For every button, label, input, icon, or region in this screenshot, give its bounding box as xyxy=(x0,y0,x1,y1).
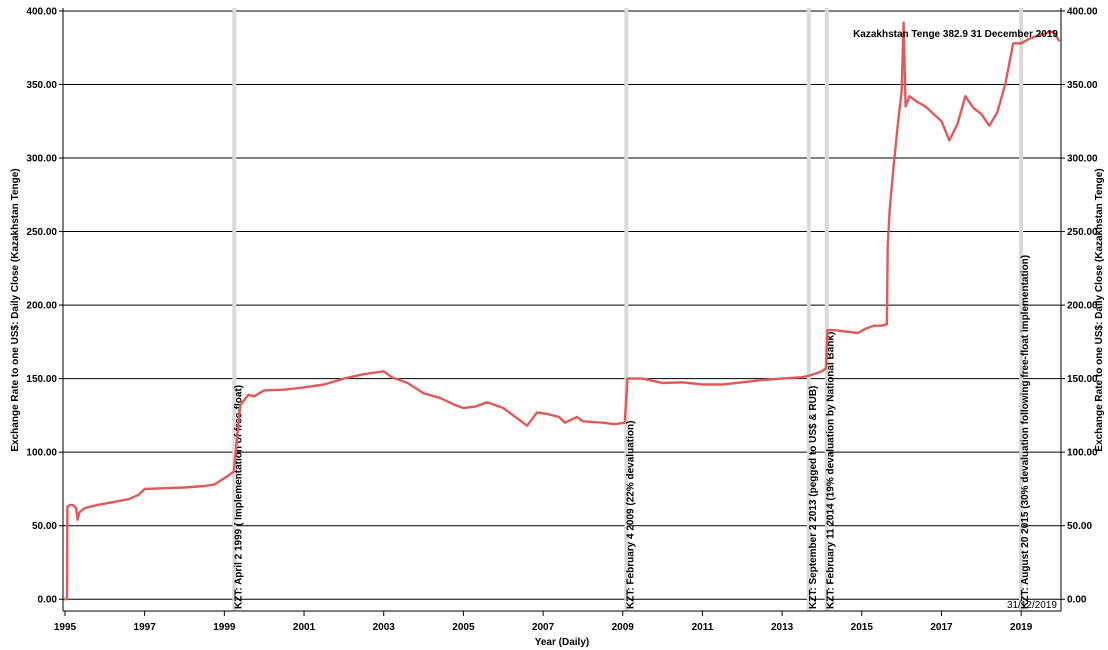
x-tick-label: 2011 xyxy=(692,622,714,633)
x-tick-label: 2013 xyxy=(771,622,794,633)
x-tick-label: 2009 xyxy=(612,622,635,633)
y-axis-right-title: Exchange Rate to one US$: Daily Close (K… xyxy=(1094,168,1105,451)
series-layer xyxy=(63,21,1061,601)
y-tick-label-right: 200.00 xyxy=(1067,301,1098,312)
end-value-annotation: Kazakhstan Tenge 382.9 31 December 2019 xyxy=(853,29,1058,40)
x-tick-label: 2005 xyxy=(452,622,475,633)
x-tick-label: 2001 xyxy=(293,622,316,633)
y-tick-label-right: 300.00 xyxy=(1067,154,1098,165)
x-tick-label: 1997 xyxy=(134,622,157,633)
y-tick-label-left: 150.00 xyxy=(26,374,57,385)
y-tick-label-right: 250.00 xyxy=(1067,227,1098,238)
event-label: KZT: April 2 1999 ( Implementation of fr… xyxy=(233,385,244,609)
event-label: KZT: September 2 2013 (pegged to US$ & R… xyxy=(808,386,819,609)
y-tick-label-right: 350.00 xyxy=(1067,80,1098,91)
end-date-label: 31/12/2019 xyxy=(1007,600,1057,611)
y-tick-label-left: 200.00 xyxy=(26,301,57,312)
y-axis-right-ticks: 0.00 50.00 100.00 150.00 200.00 250.00 300.00 3… xyxy=(1061,6,1098,606)
y-tick-label-left: 50.00 xyxy=(32,521,57,532)
x-tick-label: 2007 xyxy=(532,622,555,633)
x-axis-title: Year (Daily) xyxy=(535,637,589,648)
y-tick-label-right: 0.00 xyxy=(1067,595,1087,606)
x-tick-label: 2019 xyxy=(1010,622,1033,633)
y-tick-label-left: 300.00 xyxy=(26,154,57,165)
y-axis-left-title: Exchange Rate to one US$: Daily Close (K… xyxy=(10,168,21,451)
y-tick-label-right: 400.00 xyxy=(1067,6,1098,17)
x-tick-label: 2015 xyxy=(851,622,874,633)
y-tick-label-left: 0.00 xyxy=(38,595,58,606)
y-tick-label-right: 50.00 xyxy=(1067,521,1092,532)
x-axis-ticks: 1995 1997 1999 2001 2003 2005 2007 2009 2011 2013… xyxy=(54,611,1033,633)
series-line xyxy=(63,21,1061,601)
y-tick-label-right: 150.00 xyxy=(1067,374,1098,385)
plot-area xyxy=(63,8,1061,611)
y-tick-label-left: 350.00 xyxy=(26,80,57,91)
x-tick-label: 2017 xyxy=(930,622,953,633)
event-markers: KZT: April 2 1999 ( Implementation of fr… xyxy=(232,8,1031,611)
x-tick-label: 2003 xyxy=(373,622,396,633)
x-tick-label: 1999 xyxy=(213,622,236,633)
y-tick-label-left: 100.00 xyxy=(26,448,57,459)
event-label: KZT: February 4 2009 (22% devaluation) xyxy=(625,421,636,609)
y-axis-left-ticks: 0.00 50.00 100.00 150.00 200.00 250.00 300.00 3… xyxy=(26,6,63,606)
y-tick-label-left: 400.00 xyxy=(26,6,57,17)
y-tick-label-left: 250.00 xyxy=(26,227,57,238)
event-label: KZT: August 20 2015 (30% devaluation fol… xyxy=(1020,255,1031,609)
x-tick-label: 1995 xyxy=(54,622,77,633)
y-tick-label-right: 100.00 xyxy=(1067,448,1098,459)
event-label: KZT: February 11 2014 (19% devaluation b… xyxy=(826,332,837,609)
